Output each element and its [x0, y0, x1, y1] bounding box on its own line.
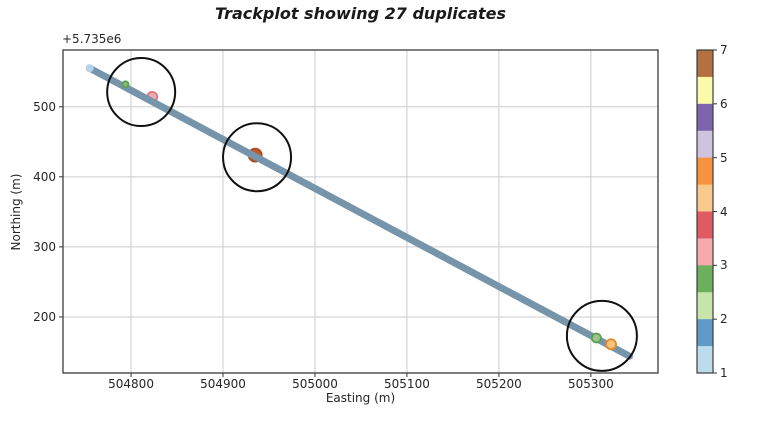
- colorbar-segment: [697, 292, 713, 320]
- colorbar-tick-label: 5: [720, 150, 728, 165]
- x-tick-label: 505000: [292, 377, 338, 391]
- y-tick-label: 200: [33, 309, 56, 324]
- y-tick-label: 400: [33, 169, 56, 184]
- colorbar-segment: [697, 157, 713, 186]
- duplicate-point: [605, 338, 617, 351]
- duplicate-point: [590, 332, 602, 344]
- track-start-point: [85, 64, 94, 73]
- colorbar-tick-label: 3: [720, 258, 728, 273]
- colorbar-segment: [697, 103, 713, 132]
- x-axis-label: Easting (m): [325, 391, 396, 405]
- colorbar-tick-label: 7: [720, 43, 728, 57]
- colorbar-tick-label: 1: [720, 366, 728, 380]
- colorbar-segment: [697, 76, 713, 105]
- highlight-circle: [565, 299, 638, 372]
- colorbar-segment: [697, 130, 713, 159]
- x-tick-label: 505200: [475, 377, 522, 391]
- colorbar-segment: [697, 265, 713, 293]
- plot-title: Trackplot showing 27 duplicates: [214, 4, 507, 23]
- highlight-circle: [222, 122, 293, 193]
- x-tick-label: 504800: [108, 377, 154, 391]
- y-axis-offset-label: +5.735e6: [62, 32, 122, 46]
- y-tick-label: 300: [33, 239, 56, 254]
- axes-spines: [62, 49, 659, 374]
- colorbar-tick-label: 2: [720, 312, 728, 327]
- colorbar-tick-label: 4: [720, 204, 728, 219]
- colorbar-segment: [697, 211, 713, 239]
- y-tick-label: 500: [33, 99, 56, 114]
- x-tick-label: 505300: [567, 377, 614, 391]
- x-tick-label: 505100: [384, 377, 430, 391]
- colorbar-segment: [697, 238, 713, 266]
- duplicate-point: [121, 80, 130, 89]
- colorbar-segment: [697, 184, 713, 212]
- x-tick-label: 504900: [200, 377, 246, 391]
- highlight-circle: [106, 57, 177, 128]
- colorbar-segment: [697, 50, 713, 78]
- colorbar-tick-label: 6: [720, 96, 728, 111]
- track-line: [86, 64, 633, 360]
- colorbar-segment: [697, 346, 713, 374]
- colorbar-segment: [697, 319, 713, 347]
